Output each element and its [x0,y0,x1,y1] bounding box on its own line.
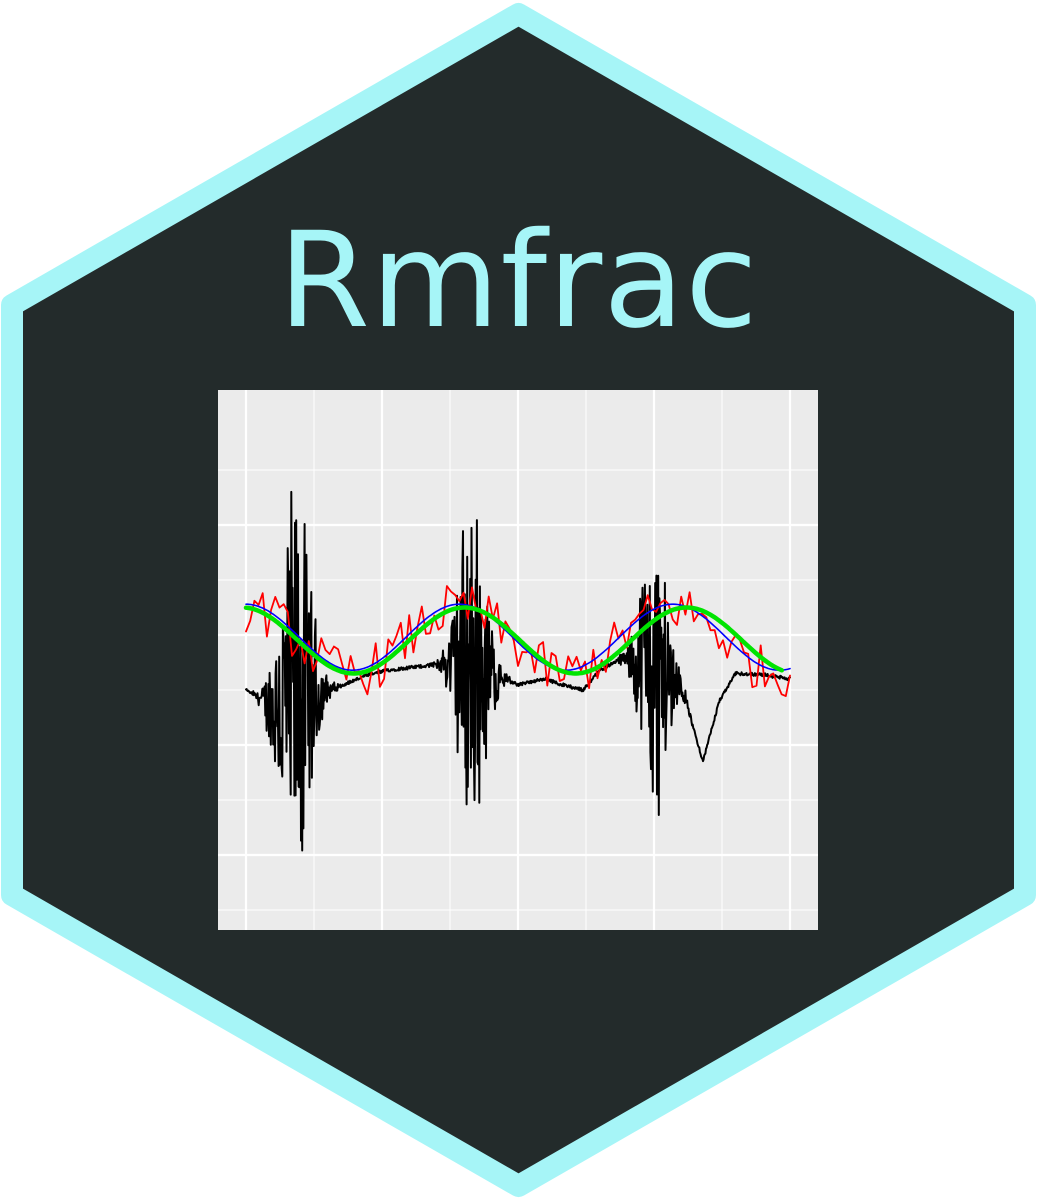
sticker-title: Rmfrac [278,204,759,358]
series-layer [243,490,791,852]
series-line-4 [243,605,785,676]
series-line-1 [245,490,791,852]
signal-plot [218,390,818,930]
series-line-3 [245,603,791,671]
